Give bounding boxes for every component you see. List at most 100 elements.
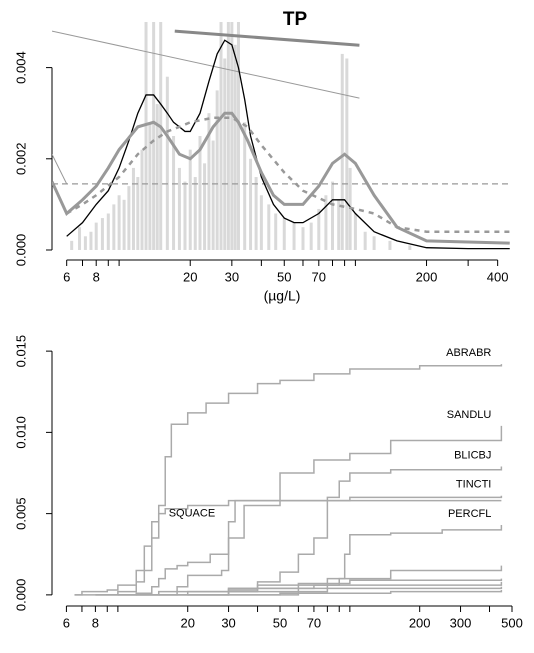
x-tick-label: 8	[92, 615, 99, 630]
histogram-bar	[388, 240, 392, 250]
y-tick-label: 0.010	[13, 416, 28, 449]
x-tick-label: 6	[63, 269, 70, 284]
y-tick-label: 0.015	[13, 335, 28, 368]
series-line	[228, 525, 503, 596]
series-line	[187, 590, 503, 596]
histogram-bar	[207, 113, 211, 250]
x-tick-label: 70	[307, 615, 321, 630]
histogram-bar	[144, 22, 148, 250]
histogram-bar	[249, 158, 253, 250]
histogram-bar	[148, 122, 152, 250]
histogram-bar	[274, 213, 278, 250]
histogram-bar	[292, 222, 296, 250]
x-tick-label: 300	[450, 615, 472, 630]
x-tick-label: 50	[277, 269, 291, 284]
x-tick-label: 500	[501, 615, 523, 630]
histogram-bar	[282, 218, 286, 250]
histogram-bar	[78, 227, 82, 250]
histogram-bar	[243, 122, 247, 250]
x-tick-label: 20	[180, 615, 194, 630]
histogram-bar	[70, 240, 74, 250]
x-tick-label: 50	[273, 615, 287, 630]
histogram-bar	[100, 218, 104, 250]
plot-area	[52, 22, 512, 250]
series-label: SANDLU	[447, 409, 492, 421]
histogram-bar	[112, 204, 116, 250]
y-tick-label: 0.002	[13, 143, 28, 176]
series-line	[117, 578, 503, 596]
series-label: SQUACE	[169, 508, 215, 520]
x-axis-label: (µg/L)	[264, 288, 301, 304]
histogram-bar	[223, 58, 227, 250]
series-line	[52, 111, 510, 245]
series-label: PERCFL	[448, 508, 491, 520]
histogram-bar	[309, 222, 313, 250]
series-line	[66, 116, 510, 233]
x-tick-label: 30	[225, 269, 239, 284]
histogram-bar	[89, 231, 93, 250]
x-tick-label: 30	[221, 615, 235, 630]
x-tick-label: 400	[487, 269, 509, 284]
series-label: ABRABR	[446, 347, 491, 359]
histogram-bar	[188, 149, 192, 250]
histogram-bar	[233, 44, 237, 250]
series-line	[158, 495, 503, 596]
histogram-bar	[172, 135, 176, 250]
x-tick-label: 8	[93, 269, 100, 284]
histogram-bar	[353, 213, 357, 250]
series-label: TINCTI	[456, 479, 491, 491]
histogram-bar	[136, 177, 140, 250]
histogram-bar	[363, 231, 367, 250]
histogram-bar	[177, 167, 181, 250]
chart-title: TP	[283, 9, 308, 30]
y-tick-label: 0.000	[13, 234, 28, 267]
histogram-bar	[140, 149, 144, 250]
x-tick-label: 6	[63, 615, 70, 630]
histogram-bar	[165, 76, 169, 250]
histogram-bar	[183, 181, 187, 250]
x-tick-label: 200	[409, 615, 431, 630]
histogram-bar	[152, 22, 156, 250]
y-tick-label: 0.000	[13, 579, 28, 612]
histogram-bar	[259, 195, 263, 250]
histogram-bar	[219, 22, 223, 250]
histogram-bar	[155, 104, 159, 250]
series-label: BLICBJ	[454, 449, 491, 461]
histogram-bar	[83, 236, 87, 250]
series-line	[74, 364, 503, 596]
histogram-bar	[94, 222, 98, 250]
histogram-bar	[226, 22, 230, 250]
histogram-bar	[122, 199, 126, 250]
x-tick-label: 20	[183, 269, 197, 284]
series-line	[52, 30, 360, 99]
histogram-bar	[211, 140, 215, 250]
series-line	[52, 154, 68, 185]
histogram-bar	[127, 186, 131, 250]
histogram-bar	[317, 208, 321, 250]
histogram-bar	[330, 181, 334, 250]
histogram-bar	[337, 199, 341, 250]
histogram-bar	[193, 177, 197, 250]
histogram-bar	[203, 163, 207, 250]
y-tick-label: 0.004	[13, 51, 28, 84]
histogram-bar	[267, 204, 271, 250]
series-line	[117, 425, 503, 596]
x-tick-label: 200	[416, 269, 438, 284]
histogram-bar	[106, 213, 110, 250]
histogram-bar	[324, 195, 328, 250]
histogram-bar	[254, 177, 258, 250]
histogram-bar	[301, 227, 305, 250]
histogram-bar	[215, 90, 219, 250]
series-line	[66, 39, 510, 250]
series-line	[174, 29, 360, 47]
x-tick-label: 70	[312, 269, 326, 284]
y-tick-label: 0.005	[13, 497, 28, 530]
histogram-bar	[131, 167, 135, 250]
histogram-bar	[230, 22, 234, 250]
series-line	[95, 499, 502, 596]
series-line	[74, 581, 503, 596]
histogram-bar	[408, 245, 412, 250]
histogram-bar	[340, 53, 344, 250]
